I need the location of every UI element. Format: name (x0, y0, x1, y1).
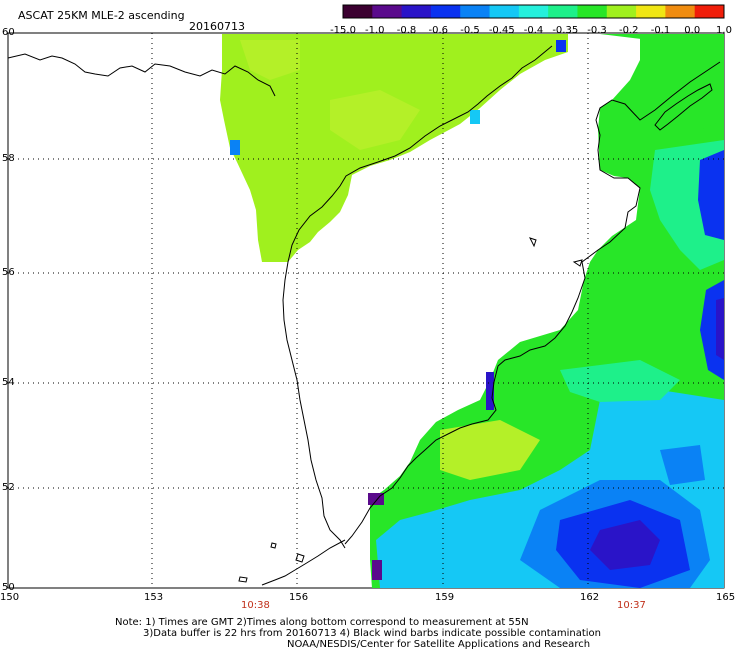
colorbar-segment (548, 5, 578, 18)
lat-tick-label: 58 (2, 153, 15, 164)
kuril-island (270, 542, 277, 549)
coastline (7, 45, 721, 586)
swath-patch (240, 40, 300, 80)
swath-patch (486, 372, 494, 410)
lat-tick-label: 60 (2, 27, 15, 38)
swath-patch (716, 298, 724, 360)
swath-patch (440, 420, 540, 480)
colorbar-segment (577, 5, 608, 18)
lat-tick-label: 54 (2, 377, 15, 388)
note-line-3: NOAA/NESDIS/Center for Satellite Applica… (287, 639, 591, 650)
kamchatka-west-coast (282, 45, 553, 549)
swath-patch (698, 150, 724, 240)
lon-tick-label: 153 (144, 592, 164, 603)
wind-swaths (220, 34, 724, 588)
colorbar-segment (430, 5, 461, 18)
lon-tick-label: 159 (435, 592, 455, 603)
swath-patch (556, 40, 566, 52)
colorbar-label: -0.1 (650, 25, 671, 36)
coast-island (529, 237, 537, 248)
swath-upper-left (220, 34, 568, 262)
colorbar-segment (460, 5, 491, 18)
note-line-2: 3)Data buffer is 22 hrs from 20160713 4)… (143, 628, 601, 639)
colorbar-label: -0.8 (396, 25, 417, 36)
swath-patch (560, 360, 680, 402)
colorbar (342, 4, 725, 19)
colorbar-label: -0.4 (523, 25, 544, 36)
swath-patch (660, 445, 705, 485)
okhotsk-north-coast (7, 53, 276, 97)
colorbar-label: -15.0 (330, 25, 356, 36)
swath-patch (590, 520, 660, 570)
colorbar-label: -0.5 (460, 25, 480, 36)
colorbar-segment (518, 5, 549, 18)
note-line-1: Note: 1) Times are GMT 2)Times along bot… (115, 617, 529, 628)
colorbar-segment (489, 5, 520, 18)
swath-patch (372, 560, 382, 580)
swath-patch (470, 110, 480, 124)
time-label-right: 10:37 (617, 600, 646, 611)
swath-patch (330, 90, 420, 150)
colorbar-segment (636, 5, 666, 18)
kuril-island (295, 553, 305, 563)
kuril-island (238, 576, 248, 583)
commander-island (654, 83, 713, 131)
kamchatka-east-coast (344, 61, 721, 545)
colorbar-label: 0.0 (684, 25, 701, 36)
swath-patch (230, 140, 240, 155)
colorbar-segment (401, 5, 432, 18)
kamchatka-south-tip (261, 539, 346, 586)
lon-tick-label: 150 (0, 592, 20, 603)
lat-tick-label: 56 (2, 267, 15, 278)
pass-date: 20160713 (189, 20, 245, 33)
colorbar-label: -0.35 (552, 25, 579, 36)
colorbar-segment (372, 5, 403, 18)
product-title: ASCAT 25KM MLE-2 ascending (18, 9, 185, 22)
lat-tick-label: 50 (2, 582, 15, 593)
swath-patch (640, 34, 724, 130)
colorbar-segment (343, 5, 373, 18)
lat-tick-label: 52 (2, 482, 15, 493)
colorbar-segment (665, 5, 696, 18)
colorbar-label: -1.0 (364, 25, 385, 36)
time-label-left: 10:38 (241, 600, 270, 611)
colorbar-segment (606, 5, 637, 18)
colorbar-frame (342, 4, 725, 19)
colorbar-label: 1.0 (716, 25, 732, 36)
colorbar-label: -0.6 (428, 25, 449, 36)
lon-tick-label: 165 (716, 592, 736, 603)
coast-island (572, 259, 583, 267)
lon-tick-label: 156 (289, 592, 309, 603)
colorbar-label: -0.3 (587, 25, 607, 36)
colorbar-segment (694, 5, 725, 18)
colorbar-label: -0.2 (618, 25, 639, 36)
lon-tick-label: 162 (580, 592, 600, 603)
colorbar-label: -0.45 (488, 25, 515, 36)
map-plot (7, 32, 725, 589)
